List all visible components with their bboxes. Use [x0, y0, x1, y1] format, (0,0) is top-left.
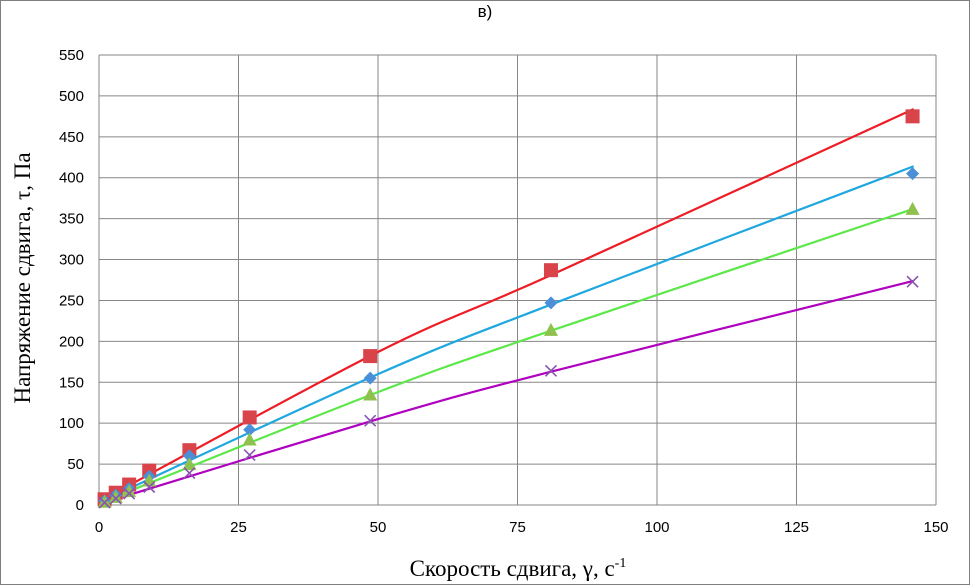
- y-tick-label: 300: [59, 252, 84, 269]
- trend-line-series-4: [98, 279, 914, 506]
- data-point-series-4: [183, 467, 196, 480]
- data-point-series-2: [363, 371, 377, 385]
- data-point-series-3: [905, 201, 920, 215]
- tick-labels: 0 50 100 150 200 250 300 350 400 450 500 550 0 25 50 75…: [59, 47, 949, 536]
- data-point-series-2: [182, 449, 196, 463]
- grid: [98, 54, 937, 506]
- data-point-series-1: [905, 109, 920, 124]
- x-axis-title: Скорость сдвига, γ, с-1: [410, 556, 627, 581]
- y-tick-label: 450: [59, 129, 84, 146]
- data-point-series-2: [243, 423, 257, 437]
- trend-line-series-2: [98, 165, 915, 504]
- x-axis-title-text: Скорость сдвига, γ, с: [410, 556, 615, 581]
- data-point-series-2: [544, 296, 558, 310]
- data-point-series-3: [242, 432, 257, 446]
- y-tick-label: 400: [59, 170, 84, 187]
- data-points: [97, 109, 920, 509]
- y-tick-label: 0: [76, 497, 84, 514]
- x-tick-label: 75: [509, 519, 526, 536]
- data-point-series-1: [363, 349, 378, 364]
- data-point-series-4: [906, 275, 919, 288]
- data-point-series-3: [122, 484, 137, 498]
- y-tick-label: 250: [59, 292, 84, 309]
- data-point-series-4: [143, 480, 156, 494]
- y-axis-title: Напряжение сдвига, τ, Па: [10, 152, 35, 403]
- x-axis-title-superscript: -1: [615, 556, 627, 571]
- data-point-series-4: [98, 496, 111, 509]
- y-tick-label: 200: [59, 333, 84, 350]
- data-point-series-1: [543, 263, 558, 278]
- data-point-series-2: [906, 167, 920, 181]
- x-tick-label: 100: [644, 519, 669, 536]
- data-point-series-3: [108, 489, 123, 503]
- trend-line-series-3: [98, 207, 915, 505]
- x-tick-label: 125: [784, 519, 809, 536]
- x-tick-label: 0: [95, 519, 103, 536]
- y-tick-label: 100: [59, 415, 84, 432]
- trend-lines: [98, 107, 915, 506]
- data-point-series-4: [123, 487, 136, 500]
- x-tick-label: 25: [230, 519, 247, 536]
- data-point-series-1: [242, 410, 257, 425]
- x-tick-label: 50: [370, 519, 387, 536]
- data-point-series-4: [544, 364, 558, 377]
- data-point-series-4: [243, 449, 256, 462]
- panel-label: в): [478, 2, 493, 21]
- data-point-series-4: [109, 492, 122, 505]
- trend-line-series-1: [98, 107, 915, 503]
- y-tick-label: 350: [59, 211, 84, 228]
- y-tick-label: 50: [67, 456, 84, 473]
- y-tick-label: 150: [59, 374, 84, 391]
- x-tick-label: 150: [923, 519, 948, 536]
- data-point-series-3: [543, 322, 558, 336]
- y-tick-label: 550: [59, 47, 84, 64]
- data-point-series-4: [364, 414, 377, 427]
- data-point-series-3: [182, 457, 197, 471]
- data-point-series-3: [97, 494, 112, 508]
- y-tick-label: 500: [59, 88, 84, 105]
- data-point-series-3: [363, 387, 378, 401]
